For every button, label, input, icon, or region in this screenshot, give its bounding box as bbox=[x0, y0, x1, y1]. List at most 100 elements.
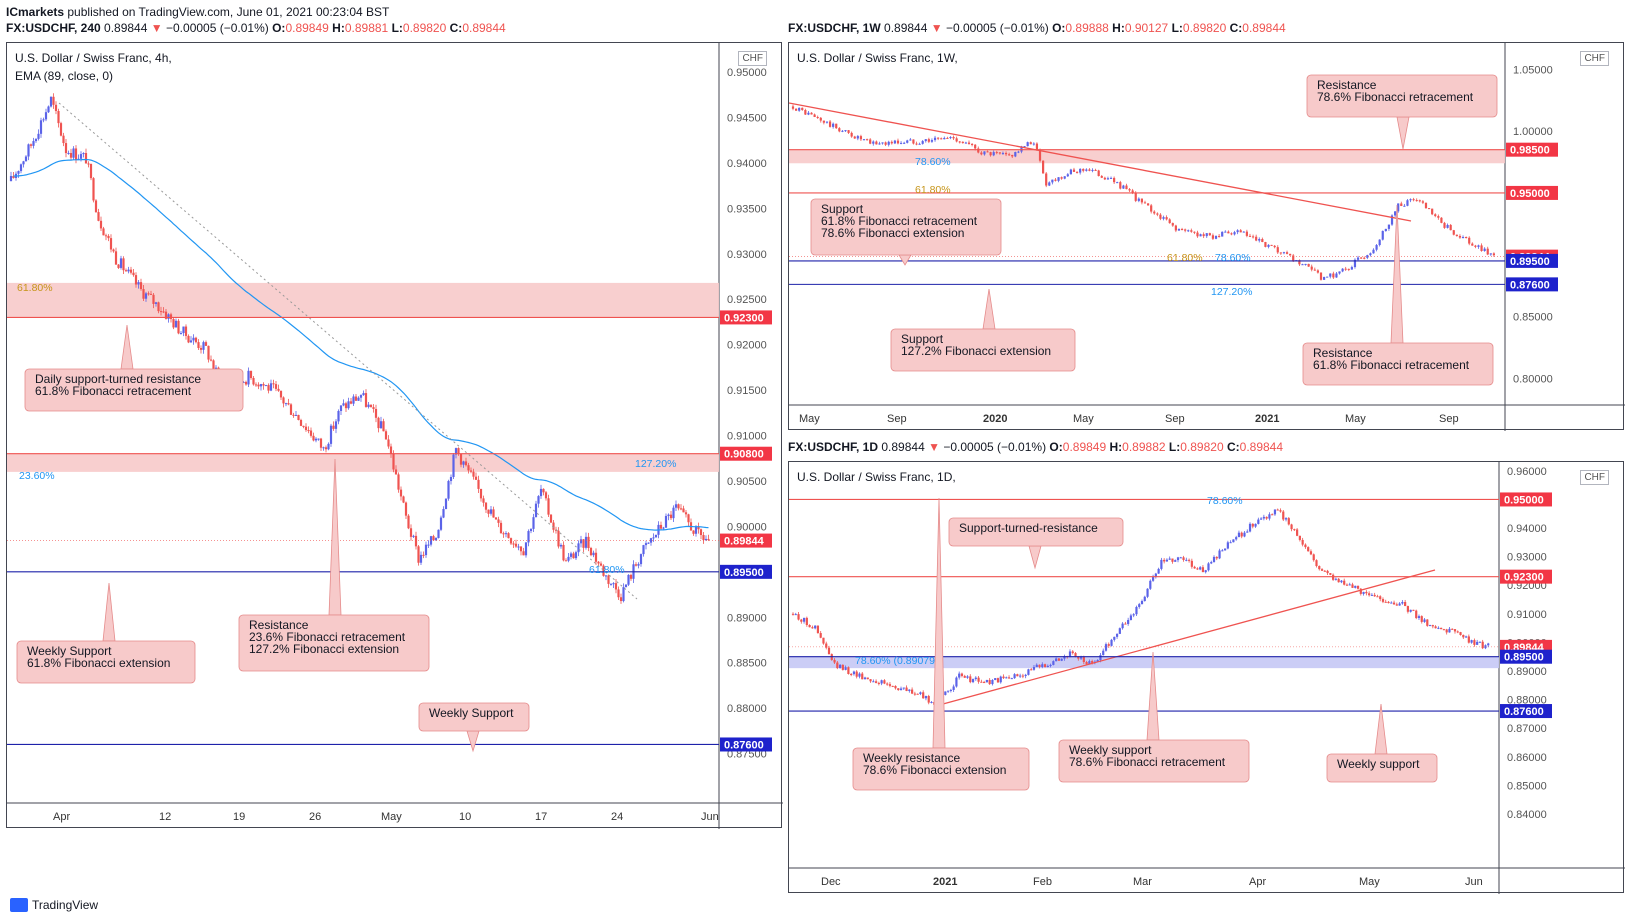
callout-box bbox=[16, 640, 196, 684]
callout-box bbox=[1058, 739, 1250, 783]
callout-pointer bbox=[1390, 204, 1404, 344]
candle-body bbox=[872, 141, 875, 144]
candle-body bbox=[1420, 616, 1423, 622]
candle-body bbox=[1035, 143, 1039, 150]
footer-brand[interactable]: TradingView bbox=[10, 898, 98, 912]
chart-1w[interactable]: 1.050001.000000.950000.900000.850000.800… bbox=[789, 43, 1625, 431]
chart-4h[interactable]: 0.95000 0.94500 0.94000 0.93500 0.93000 0.925… bbox=[7, 43, 783, 829]
candle-body bbox=[1023, 146, 1026, 148]
chart-panel-1w[interactable]: 1.050001.000000.950000.900000.850000.800… bbox=[788, 42, 1625, 431]
candle-body bbox=[594, 552, 598, 562]
candle-body bbox=[1069, 169, 1072, 175]
candle-body bbox=[814, 625, 817, 629]
candle-body bbox=[454, 448, 458, 455]
candle-body bbox=[97, 212, 100, 221]
candle-body bbox=[1072, 169, 1076, 172]
candle-body bbox=[1232, 539, 1235, 543]
currency-badge-1w[interactable]: CHF bbox=[1580, 51, 1609, 66]
candle-body bbox=[1002, 676, 1005, 679]
candle-body bbox=[1210, 562, 1213, 564]
candle-body bbox=[1024, 674, 1027, 677]
candle-body bbox=[827, 647, 831, 655]
candle-body bbox=[1387, 224, 1391, 229]
close-d1: 0.89844 bbox=[1239, 440, 1284, 454]
candle-body bbox=[1229, 542, 1232, 544]
price-tag bbox=[720, 533, 772, 548]
candle-body bbox=[394, 469, 398, 475]
y-tick-label: 0.88000 bbox=[727, 703, 767, 715]
candle-body bbox=[162, 311, 165, 313]
candle-body bbox=[1075, 171, 1079, 173]
callout-box bbox=[1306, 74, 1498, 118]
candle-body bbox=[559, 544, 563, 547]
candle-body bbox=[469, 470, 473, 472]
candle-body bbox=[467, 465, 470, 471]
candle-body bbox=[960, 673, 964, 676]
candle-body bbox=[487, 509, 490, 514]
candle-body bbox=[1233, 232, 1236, 235]
candle-body bbox=[407, 515, 410, 529]
candle-body bbox=[307, 430, 310, 432]
candle-body bbox=[1304, 544, 1307, 548]
candle-body bbox=[1356, 585, 1360, 589]
candle-body bbox=[92, 178, 95, 201]
chart-1d[interactable]: 0.960000.950000.940000.930000.920000.910… bbox=[789, 462, 1625, 894]
chart-panel-1d[interactable]: 0.960000.950000.940000.930000.920000.910… bbox=[788, 461, 1625, 894]
candle-body bbox=[347, 401, 350, 409]
candle-body bbox=[1021, 675, 1024, 677]
candle-body bbox=[896, 140, 900, 144]
candle-body bbox=[482, 498, 485, 503]
candle-body bbox=[374, 408, 378, 418]
candle-body bbox=[179, 333, 183, 335]
candle-body bbox=[1474, 245, 1477, 247]
candle-body bbox=[1473, 640, 1476, 645]
currency-badge-1d[interactable]: CHF bbox=[1580, 470, 1609, 485]
currency-badge-4h[interactable]: CHF bbox=[738, 51, 767, 66]
candle-body bbox=[819, 633, 822, 638]
candle-body bbox=[1476, 641, 1479, 645]
candle-body bbox=[1318, 566, 1321, 570]
candle-body bbox=[1174, 560, 1177, 562]
candle-body bbox=[883, 680, 886, 684]
fib-label: 23.60% bbox=[19, 470, 55, 482]
candle-body bbox=[142, 289, 145, 299]
candle-body bbox=[529, 528, 533, 532]
candle-body bbox=[1094, 169, 1097, 171]
x-tick-label: May bbox=[1359, 876, 1380, 888]
candle-body bbox=[1051, 179, 1054, 183]
candle-body bbox=[1301, 264, 1304, 266]
candle-body bbox=[906, 140, 909, 143]
candle-body bbox=[1445, 629, 1448, 633]
candle-body bbox=[54, 104, 58, 112]
candle-body bbox=[504, 533, 508, 535]
candle-body bbox=[137, 282, 140, 285]
x-tick-label: Dec bbox=[821, 876, 841, 888]
candle-body bbox=[1011, 154, 1014, 157]
candle-body bbox=[72, 148, 75, 158]
candle-body bbox=[449, 477, 453, 482]
candle-body bbox=[359, 395, 363, 398]
callout-text: 78.6% Fibonacci retracement bbox=[1317, 90, 1474, 104]
candle-body bbox=[549, 514, 553, 523]
candle-body bbox=[1298, 535, 1301, 540]
candle-body bbox=[1005, 677, 1008, 679]
candle-body bbox=[888, 684, 892, 686]
candle-body bbox=[1481, 641, 1484, 649]
price-tag-label: 0.92300 bbox=[1504, 572, 1544, 584]
candle-body bbox=[899, 142, 903, 144]
candle-body bbox=[412, 535, 415, 537]
candle-body bbox=[863, 677, 867, 680]
candle-body bbox=[382, 421, 385, 432]
candle-body bbox=[878, 143, 881, 145]
callout-text: 61.8% Fibonacci extension bbox=[27, 656, 170, 670]
down-arrow-icon: ▼ bbox=[930, 21, 943, 35]
candle-body bbox=[574, 552, 578, 559]
candle-body bbox=[1235, 537, 1238, 540]
callout-text: 127.2% Fibonacci extension bbox=[901, 344, 1051, 358]
candle-body bbox=[909, 139, 912, 141]
candle-body bbox=[34, 138, 38, 142]
price-tag-label: 0.87600 bbox=[724, 739, 764, 751]
chart-panel-4h[interactable]: 0.95000 0.94500 0.94000 0.93500 0.93000 0.925… bbox=[6, 42, 783, 829]
price-d1: 0.89844 bbox=[881, 440, 925, 454]
candle-body bbox=[74, 148, 78, 160]
